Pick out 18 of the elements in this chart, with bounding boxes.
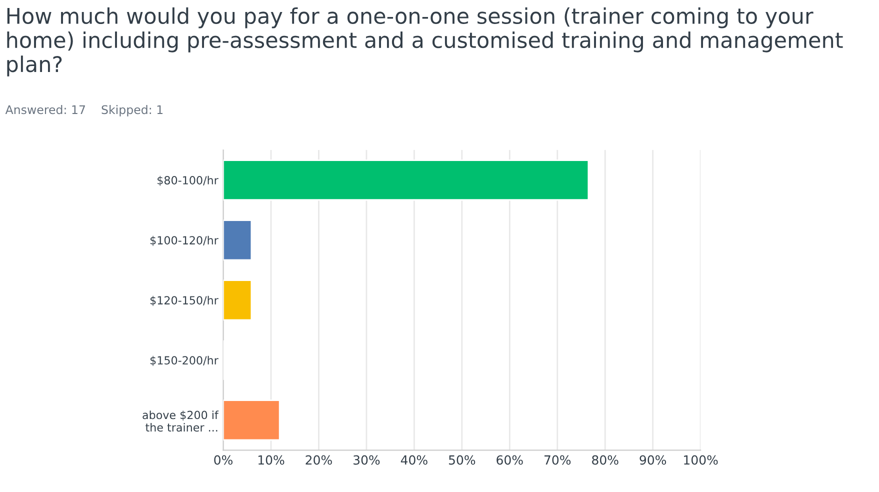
y-tick-label: above $200 if the trainer ... bbox=[142, 410, 219, 432]
x-tick-label: 70% bbox=[544, 455, 571, 465]
y-tick-label: $150-200/hr bbox=[150, 356, 218, 366]
y-tick-label: $80-100/hr bbox=[158, 176, 218, 186]
x-tick-label: 50% bbox=[448, 455, 476, 465]
x-tick-label: 80% bbox=[592, 455, 618, 465]
y-tick-label: $100-120/hr bbox=[150, 236, 218, 246]
chart-title: How much would you pay for a one-on-one session (trainer coming to your home) including pre-assessment and a customised training and management plan? bbox=[7, 7, 843, 76]
text: Answered: 17 Skipped: 1 bbox=[5, 104, 163, 116]
x-tick-label: 10% bbox=[258, 455, 284, 465]
x-tick-label: 60% bbox=[496, 455, 523, 465]
x-tick-label: 40% bbox=[400, 455, 428, 465]
x-tick-label: 100% bbox=[684, 455, 718, 465]
x-tick-label: 90% bbox=[640, 455, 666, 465]
x-tick-label: 20% bbox=[306, 455, 332, 465]
y-tick-label: $120-150/hr bbox=[150, 296, 218, 306]
x-tick-label: 30% bbox=[354, 455, 380, 465]
x-tick-label: 0% bbox=[214, 455, 232, 465]
